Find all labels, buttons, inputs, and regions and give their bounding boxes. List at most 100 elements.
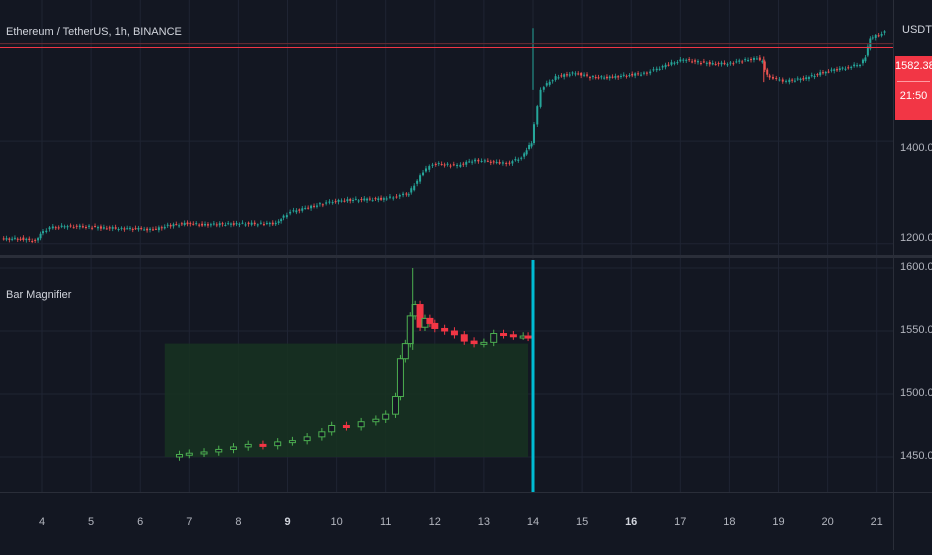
main-candle [691, 61, 694, 63]
main-candle [265, 222, 268, 224]
main-candle [94, 226, 97, 228]
main-candle [388, 196, 391, 198]
main-candle [574, 73, 577, 75]
main-candle [608, 76, 611, 79]
main-candle [841, 67, 844, 69]
main-candle [483, 160, 486, 162]
main-candle [732, 63, 735, 65]
main-candle [456, 164, 459, 167]
x-axis-tick-label: 10 [330, 516, 343, 528]
main-candle [192, 223, 195, 225]
main-candle [551, 80, 554, 82]
x-axis-tick-label: 16 [625, 516, 638, 528]
main-candle [600, 76, 603, 78]
magnifier-candle [328, 425, 336, 433]
main-candle [315, 205, 318, 207]
indicator-label: Bar Magnifier [6, 289, 72, 301]
main-candle [11, 238, 14, 240]
main-candle [178, 225, 181, 227]
main-candle [489, 161, 492, 163]
main-candle [96, 227, 99, 229]
main-candle [221, 223, 224, 225]
main-candle [137, 227, 140, 230]
main-candle [91, 227, 94, 229]
main-candle [128, 227, 131, 229]
main-candle [274, 222, 277, 225]
main-candle [661, 66, 664, 68]
main-candle [285, 215, 288, 218]
magnifier-candle [500, 333, 508, 337]
main-candle [186, 222, 189, 225]
main-candle [140, 228, 143, 230]
last-price-badge: 1582.38 21:50 [895, 56, 932, 120]
main-candle [565, 74, 568, 76]
main-candle [16, 238, 19, 240]
main-candle [201, 223, 204, 226]
main-candle [594, 77, 597, 79]
magnifier-candle [342, 425, 350, 428]
main-candle [505, 162, 508, 164]
main-candle [788, 79, 791, 83]
main-candle [13, 237, 16, 239]
main-candle [151, 229, 154, 231]
main-candle [597, 77, 600, 79]
main-candle [385, 198, 388, 200]
x-axis-tick-label: 5 [88, 516, 95, 528]
main-candle [758, 57, 761, 61]
main-candle [428, 166, 431, 170]
main-candle [34, 239, 37, 241]
x-axis-tick-label: 21 [870, 516, 883, 528]
main-candle [821, 72, 824, 74]
main-candle [340, 200, 343, 202]
main-candle [354, 198, 357, 200]
main-candle [741, 61, 744, 63]
main-candle [877, 35, 880, 37]
main-candle [799, 78, 802, 81]
main-candle [271, 222, 274, 225]
main-candle [664, 64, 667, 68]
main-candle [160, 227, 163, 229]
main-candle [357, 200, 360, 202]
magnifier-candle [392, 396, 400, 415]
main-candle [146, 228, 149, 231]
main-candle [209, 224, 212, 226]
main-candle [836, 69, 839, 71]
main-candle [446, 163, 449, 165]
main-candle [542, 87, 545, 90]
main-candle [673, 62, 676, 64]
main-candle [548, 81, 551, 85]
main-candle [325, 202, 328, 204]
main-candle [729, 62, 732, 64]
main-candle [755, 58, 758, 60]
magnifier-candle [480, 341, 488, 345]
x-axis-tick-label: 13 [477, 516, 491, 528]
main-candle [717, 63, 720, 65]
magnifier-candle [288, 440, 296, 444]
main-axis-label: 1200.00 [900, 232, 932, 244]
main-candle [645, 72, 648, 74]
main-candle [763, 61, 766, 70]
main-candle [853, 64, 856, 67]
main-candle [331, 202, 334, 204]
magnifier-candle [382, 413, 390, 420]
main-candle [708, 62, 711, 65]
main-candle [676, 62, 679, 64]
main-candle [424, 168, 427, 172]
magnifier-candle [318, 431, 326, 438]
main-candle [778, 79, 781, 81]
main-candle [120, 227, 123, 229]
main-candle [761, 61, 764, 63]
main-candle [744, 59, 747, 61]
main-candle [224, 224, 227, 226]
main-candle [871, 37, 874, 39]
main-candle [583, 74, 586, 76]
main-candle [459, 164, 462, 167]
main-candle [747, 60, 750, 62]
main-candle [520, 157, 523, 159]
main-candle [102, 227, 105, 229]
main-candle [775, 77, 778, 79]
main-candle [334, 201, 337, 203]
main-candle [437, 163, 440, 165]
